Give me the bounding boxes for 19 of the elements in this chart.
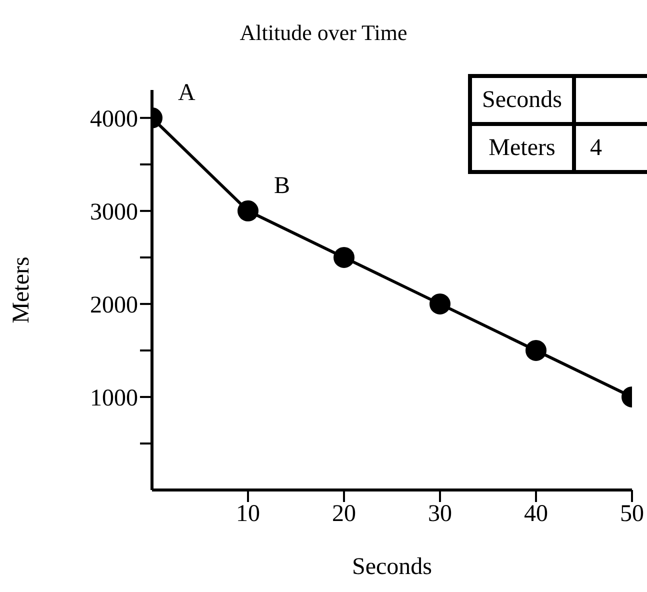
annotation: Seconds (470, 76, 574, 124)
annotation: B (274, 172, 290, 199)
x-axis-title: Seconds (352, 554, 432, 580)
annotation: Meters (470, 124, 574, 172)
y-tick-label: 3000 (90, 199, 138, 226)
y-tick-label: 2000 (90, 292, 138, 318)
x-tick-label: 30 (428, 501, 452, 528)
annotation: 4 (574, 124, 647, 172)
point (430, 293, 450, 314)
x-tick-label: 20 (332, 501, 356, 528)
x-tick-label: 40 (524, 501, 548, 528)
point (334, 246, 354, 268)
annotation: A (178, 80, 196, 106)
chart-title: Altitude over Time (238, 20, 408, 46)
y-axis-title: Meters (8, 256, 35, 324)
x-tick-label: 50 (620, 501, 644, 528)
x-tick-label: 10 (236, 501, 260, 528)
y-tick-label: 4000 (90, 106, 138, 132)
y-tick-label: 1000 (90, 385, 138, 412)
